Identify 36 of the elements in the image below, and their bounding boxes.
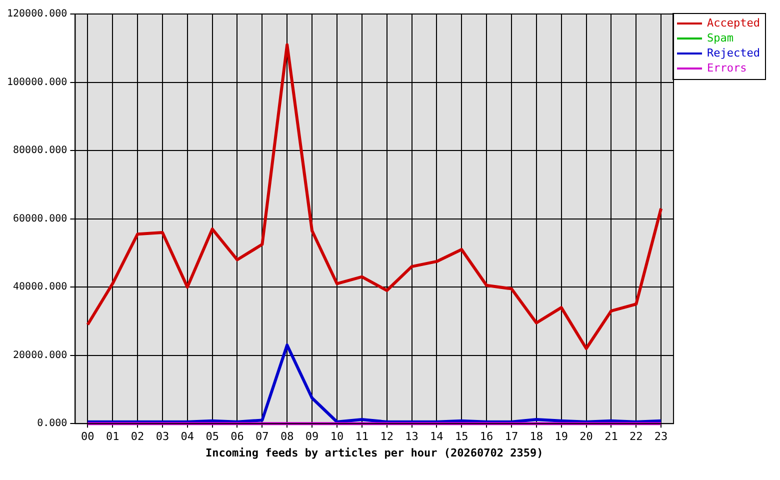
y-tick-label: 0.000 (37, 418, 68, 430)
x-tick-label: 19 (554, 430, 568, 444)
x-tick-label: 08 (280, 430, 294, 444)
x-tick-label: 02 (130, 430, 144, 444)
x-tick-label: 21 (604, 430, 618, 444)
x-tick-label: 09 (305, 430, 319, 444)
x-tick-label: 14 (430, 430, 444, 444)
x-tick-label: 07 (256, 430, 269, 444)
legend-label: Errors (707, 61, 747, 74)
x-tick-label: 16 (480, 430, 494, 444)
x-tick-label: 13 (405, 430, 418, 444)
x-tick-label: 10 (330, 430, 344, 444)
x-tick-label: 15 (454, 430, 468, 444)
y-tick-label: 120000.000 (6, 8, 68, 20)
x-tick-label: 18 (530, 430, 544, 444)
y-tick-label: 100000.000 (6, 76, 68, 88)
x-tick-label: 04 (180, 430, 194, 444)
legend-label: Rejected (707, 46, 760, 60)
x-tick-label: 00 (81, 430, 94, 444)
y-tick-label: 20000.000 (13, 350, 68, 361)
x-tick-label: 23 (654, 430, 668, 444)
x-tick-label: 05 (206, 430, 219, 444)
x-tick-label: 03 (156, 430, 170, 444)
x-tick-label: 17 (504, 430, 518, 444)
x-tick-label: 20 (580, 430, 593, 444)
y-tick-label: 40000.000 (13, 282, 68, 293)
y-tick-label: 60000.000 (13, 213, 68, 224)
x-tick-label: 06 (230, 430, 244, 444)
x-tick-label: 22 (630, 430, 643, 444)
legend-label: Accepted (707, 16, 760, 30)
y-tick-label: 80000.000 (13, 145, 68, 156)
x-tick-label: 01 (106, 430, 120, 444)
x-axis-title: Incoming feeds by articles per hour (20260702 2359) (205, 446, 544, 460)
x-tick-label: 12 (380, 430, 394, 444)
legend-label: Spam (707, 31, 734, 44)
x-tick-label: 11 (355, 430, 369, 444)
